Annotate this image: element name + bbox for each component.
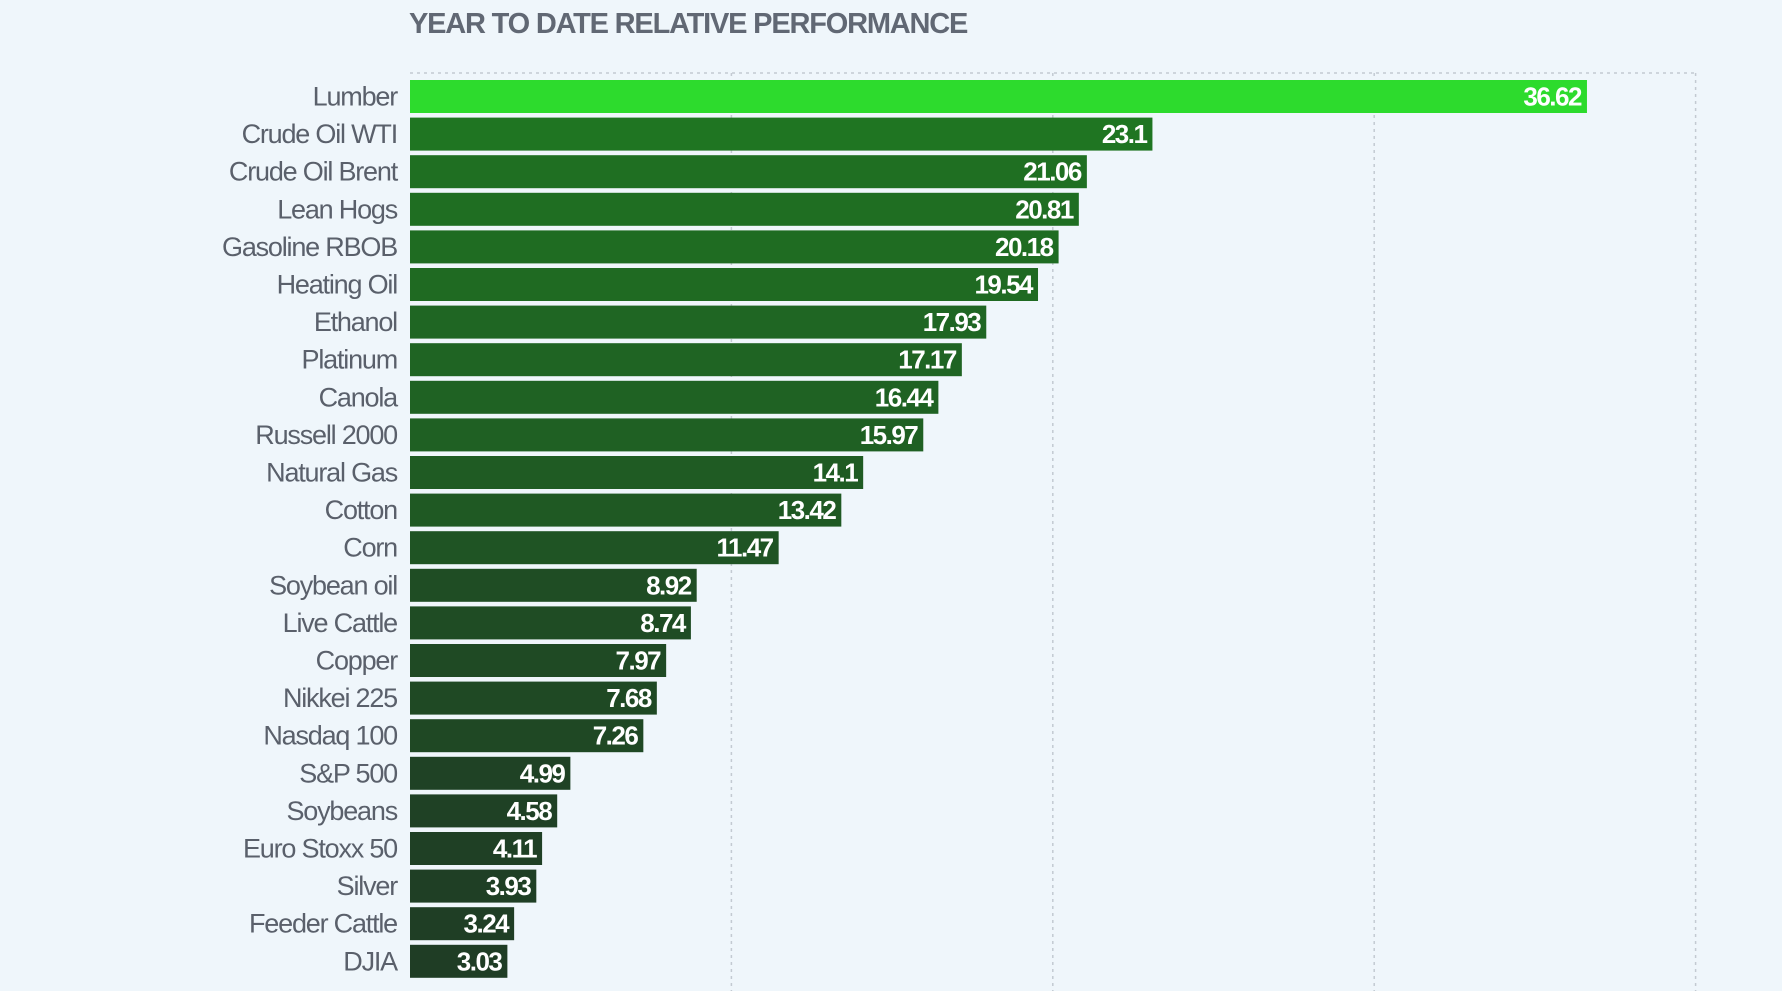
bar (410, 944, 508, 978)
value-label: 8.92 (646, 570, 692, 600)
category-label: Euro Stoxx 50 (243, 834, 397, 864)
category-label: Live Cattle (283, 608, 398, 638)
bar (410, 869, 537, 903)
category-label: Platinum (302, 345, 397, 375)
value-label: 11.47 (717, 533, 774, 563)
value-label: 23.1 (1102, 119, 1148, 149)
category-label: DJIA (343, 946, 398, 976)
value-label: 7.26 (593, 721, 639, 751)
bar (410, 230, 1059, 264)
bar (410, 606, 691, 640)
category-label: Crude Oil Brent (229, 157, 399, 187)
bar (410, 305, 987, 339)
bar (410, 418, 924, 452)
bar (410, 644, 667, 677)
value-label: 14.1 (813, 458, 859, 488)
value-label: 8.74 (640, 608, 687, 638)
bar (410, 531, 779, 565)
value-label: 4.99 (520, 758, 566, 788)
category-label: Natural Gas (266, 458, 398, 488)
bar (410, 568, 697, 602)
category-labels: Lumber Crude Oil WTI Crude Oil Brent Lean H… (222, 82, 400, 977)
bar (410, 117, 1153, 151)
value-labels: 36.62 23.1 21.06 20.81 20.18 19.54 17.93 17.17 1… (457, 82, 1584, 977)
category-label: S&P 500 (299, 758, 397, 788)
category-label: Lean Hogs (277, 194, 397, 224)
bars (410, 80, 1587, 978)
value-label: 4.11 (493, 834, 537, 864)
bar (410, 832, 543, 865)
bar (410, 456, 864, 489)
bar (410, 80, 1587, 113)
value-label: 15.97 (860, 420, 919, 450)
bar (410, 268, 1039, 301)
value-label: 16.44 (875, 382, 935, 412)
category-label: Nikkei 225 (283, 683, 397, 713)
bar (410, 192, 1079, 226)
category-label: Ethanol (314, 307, 397, 337)
value-label: 3.03 (457, 946, 503, 976)
category-label: Corn (343, 533, 397, 563)
value-label: 17.17 (898, 345, 957, 375)
category-label: Russell 2000 (255, 420, 397, 450)
category-label: Cotton (325, 495, 398, 525)
bar (410, 681, 657, 715)
category-label: Canola (319, 382, 400, 412)
value-label: 3.24 (464, 909, 511, 939)
category-label: Silver (337, 871, 399, 901)
value-label: 4.58 (507, 796, 553, 826)
category-label: Crude Oil WTI (242, 119, 397, 149)
bar (410, 343, 962, 377)
value-label: 20.81 (1015, 194, 1074, 224)
value-label: 13.42 (778, 495, 837, 525)
value-label: 7.68 (606, 683, 652, 713)
value-label: 3.93 (486, 871, 532, 901)
category-label: Feeder Cattle (249, 909, 397, 939)
category-label: Soybeans (287, 796, 398, 826)
bar (410, 907, 515, 941)
category-label: Nasdaq 100 (263, 721, 397, 751)
value-label: 17.93 (923, 307, 982, 337)
category-label: Gasoline RBOB (222, 232, 397, 262)
bar (410, 719, 644, 753)
value-label: 19.54 (974, 270, 1034, 300)
category-label: Copper (316, 646, 399, 676)
bar (410, 756, 571, 790)
value-label: 36.62 (1523, 82, 1582, 112)
category-label: Soybean oil (269, 570, 397, 600)
bar (410, 380, 939, 414)
category-label: Heating Oil (277, 270, 398, 300)
bar (410, 794, 558, 828)
chart-title: YEAR TO DATE RELATIVE PERFORMANCE (409, 8, 968, 40)
value-label: 7.97 (616, 646, 662, 676)
bar (410, 155, 1087, 189)
category-label: Lumber (313, 82, 399, 112)
bar (410, 493, 842, 527)
value-label: 21.06 (1023, 157, 1082, 187)
gridlines (410, 72, 1697, 991)
value-label: 20.18 (995, 232, 1054, 262)
